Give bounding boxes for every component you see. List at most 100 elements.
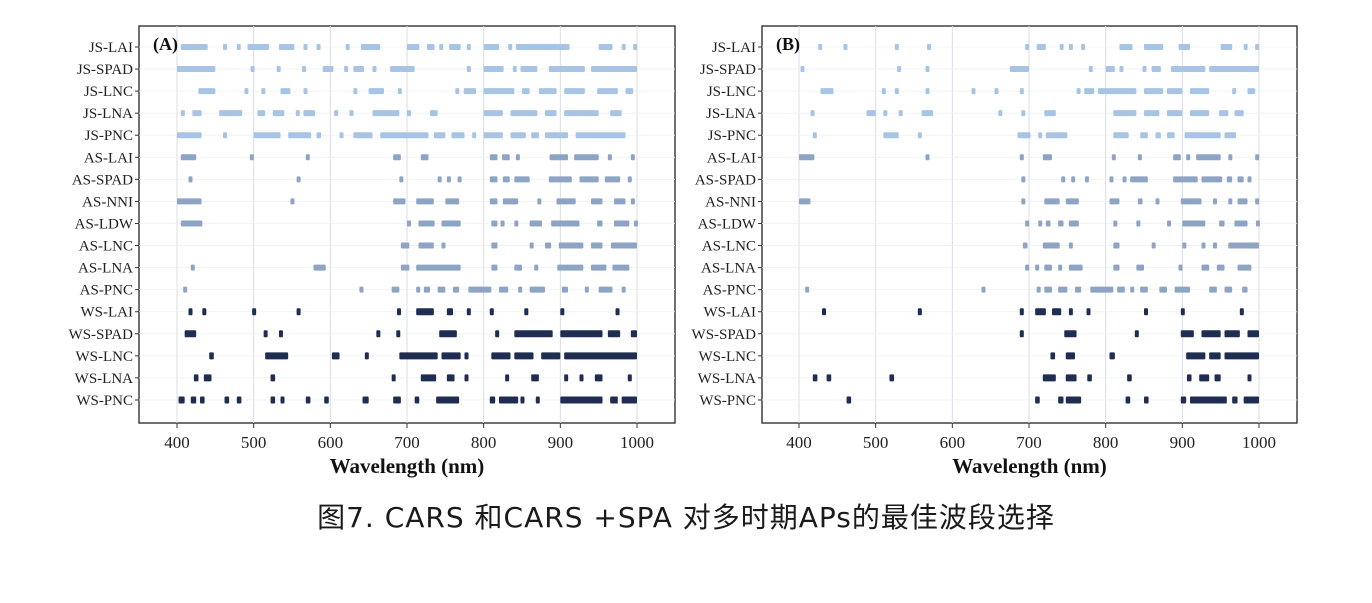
- series-ws-lna: [193, 374, 632, 382]
- band-mark: [820, 88, 834, 95]
- band-mark: [1044, 110, 1056, 117]
- band-mark: [339, 132, 344, 139]
- band-mark: [1125, 396, 1131, 404]
- band-mark: [499, 286, 509, 293]
- y-tick-label: JS-PNC: [708, 128, 756, 144]
- series-as-lnc: [1022, 242, 1259, 249]
- band-mark: [574, 154, 599, 161]
- band-mark: [1090, 286, 1114, 293]
- band-mark: [418, 220, 435, 227]
- band-mark: [276, 66, 281, 73]
- band-mark: [359, 286, 364, 293]
- band-mark: [489, 308, 494, 316]
- series-as-pnc: [183, 286, 626, 293]
- band-mark: [1228, 154, 1233, 161]
- band-mark: [483, 88, 515, 95]
- x-tick-label: 500: [863, 433, 889, 452]
- band-mark: [180, 44, 208, 50]
- band-mark: [1144, 308, 1148, 316]
- y-tick-label: WS-SPAD: [69, 327, 134, 343]
- band-mark: [451, 132, 465, 139]
- band-mark: [1155, 198, 1160, 205]
- band-mark: [468, 286, 492, 293]
- band-mark: [1045, 220, 1051, 227]
- band-mark: [579, 374, 584, 382]
- series-js-lna: [810, 110, 1244, 117]
- band-mark: [1167, 132, 1175, 139]
- band-mark: [1182, 220, 1206, 227]
- band-mark: [518, 286, 523, 293]
- band-mark: [1214, 374, 1221, 382]
- band-mark: [463, 88, 476, 95]
- band-mark: [1044, 264, 1052, 271]
- y-tick-label: AS-PNC: [80, 283, 133, 299]
- band-mark: [514, 330, 553, 338]
- band-mark: [1084, 88, 1095, 95]
- band-mark: [1045, 132, 1068, 139]
- band-mark: [843, 44, 848, 50]
- band-mark: [548, 176, 572, 183]
- band-mark: [453, 286, 460, 293]
- series-js-lai: [818, 44, 1260, 50]
- series-as-lai: [180, 154, 635, 161]
- band-mark: [1111, 154, 1116, 161]
- band-mark: [1255, 220, 1260, 227]
- band-mark: [1068, 220, 1079, 227]
- band-mark: [200, 396, 205, 404]
- band-mark: [1237, 176, 1244, 183]
- band-mark: [556, 198, 576, 205]
- band-mark: [1117, 286, 1125, 293]
- band-mark: [1201, 264, 1210, 271]
- band-mark: [921, 110, 934, 117]
- band-mark: [1209, 352, 1221, 360]
- band-mark: [420, 374, 437, 382]
- band-mark: [1184, 132, 1221, 139]
- band-mark: [1019, 308, 1024, 316]
- band-mark: [925, 88, 930, 95]
- band-mark: [810, 110, 815, 117]
- band-mark: [483, 44, 499, 50]
- band-mark: [812, 132, 817, 139]
- band-mark: [1122, 176, 1127, 183]
- band-mark: [1058, 220, 1064, 227]
- band-mark: [524, 308, 529, 316]
- y-tick-label: AS-LNA: [78, 261, 133, 277]
- band-mark: [433, 132, 446, 139]
- band-mark: [1035, 396, 1040, 404]
- band-mark: [261, 88, 266, 95]
- band-mark: [531, 132, 539, 139]
- band-mark: [313, 264, 326, 271]
- band-mark: [500, 220, 505, 227]
- band-mark: [502, 176, 510, 183]
- band-mark: [1084, 176, 1089, 183]
- band-mark: [1243, 396, 1259, 404]
- band-mark: [614, 198, 626, 205]
- series-as-nni: [799, 198, 1260, 205]
- band-mark: [198, 88, 216, 95]
- band-mark: [1058, 286, 1068, 293]
- band-mark: [610, 242, 637, 249]
- band-mark: [491, 242, 498, 249]
- band-mark: [1219, 110, 1229, 117]
- band-mark: [380, 132, 429, 139]
- band-mark: [303, 110, 315, 117]
- band-mark: [1155, 132, 1161, 139]
- y-tick-label: JS-LNA: [706, 106, 756, 122]
- band-mark: [1232, 396, 1238, 404]
- x-tick-label: 600: [318, 433, 344, 452]
- band-mark: [489, 198, 498, 205]
- band-mark: [1182, 242, 1187, 249]
- band-mark: [630, 198, 635, 205]
- x-tick-label: 900: [1170, 433, 1196, 452]
- band-mark: [1042, 154, 1052, 161]
- y-tick-label: AS-SPAD: [72, 172, 133, 188]
- y-tick-label: WS-SPAD: [692, 327, 757, 343]
- band-mark: [188, 308, 193, 316]
- band-mark: [353, 132, 373, 139]
- y-tick-label: JS-SPAD: [700, 62, 756, 78]
- series-as-lnc: [400, 242, 637, 249]
- band-mark: [1035, 308, 1046, 316]
- band-mark: [1180, 198, 1202, 205]
- band-mark: [296, 176, 301, 183]
- band-mark: [436, 396, 460, 404]
